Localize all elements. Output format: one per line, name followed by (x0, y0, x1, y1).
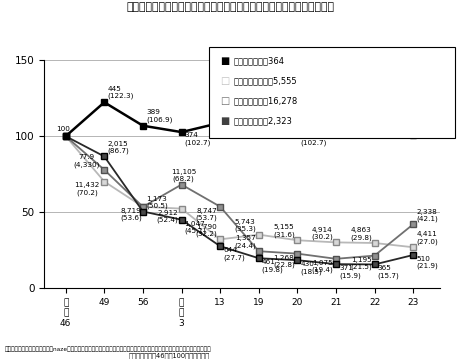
Text: 510
(21.9): 510 (21.9) (415, 256, 437, 270)
Text: 2,015
(86.7): 2,015 (86.7) (107, 141, 129, 154)
Text: 398
(109.3): 398 (109.3) (377, 106, 403, 119)
Text: 77.9
(4,330): 77.9 (4,330) (73, 154, 100, 168)
Text: □: □ (219, 76, 229, 86)
Text: 5,743
(35.3): 5,743 (35.3) (234, 219, 256, 232)
Text: ■: ■ (219, 116, 229, 126)
Text: 1,195
(21.5): 1,195 (21.5) (349, 257, 371, 270)
Text: 644
(27.7): 644 (27.7) (223, 247, 245, 261)
Text: 4,914
(30.2): 4,914 (30.2) (311, 227, 333, 240)
Text: 1,790
(32.2): 1,790 (32.2) (196, 224, 217, 237)
Text: 1,173
(50.5): 1,173 (50.5) (146, 196, 168, 209)
Text: 366
(100.5): 366 (100.5) (415, 119, 442, 132)
Text: 4,863
(29.8): 4,863 (29.8) (349, 227, 371, 241)
Text: 396
(108.8): 396 (108.8) (223, 106, 249, 120)
Text: 374
(102.7): 374 (102.7) (300, 132, 326, 146)
Text: 2,338
(42.1): 2,338 (42.1) (415, 209, 437, 222)
Text: 4,411
(27.0): 4,411 (27.0) (415, 232, 437, 245)
Text: 建設事故死　　2,323: 建設事故死 2,323 (233, 117, 292, 126)
Text: □: □ (219, 96, 229, 106)
Text: 374
(102.7): 374 (102.7) (184, 132, 211, 146)
Text: 1,357
(24.4): 1,357 (24.4) (234, 236, 256, 249)
Text: 397
(109.1): 397 (109.1) (261, 106, 288, 119)
Text: 1,047
(45.1): 1,047 (45.1) (184, 221, 206, 234)
Text: 100: 100 (56, 126, 70, 132)
Text: 農作業事故死　364: 農作業事故死 364 (233, 56, 284, 66)
Text: 他産業労災事故　5,555: 他産業労災事故 5,555 (233, 76, 297, 86)
Text: 371
(15.9): 371 (15.9) (338, 265, 360, 279)
Text: 5,155
(31.6): 5,155 (31.6) (272, 224, 294, 238)
Text: 11,105
(68.2): 11,105 (68.2) (170, 169, 196, 182)
Text: 1,268
(22.8): 1,268 (22.8) (272, 255, 294, 268)
Text: 408
(112.1): 408 (112.1) (338, 101, 364, 115)
Text: 461
(19.8): 461 (19.8) (261, 259, 283, 272)
Text: 交通事故死　　16,278: 交通事故死 16,278 (233, 97, 297, 106)
Text: 389
(106.9): 389 (106.9) (146, 109, 172, 123)
Text: 8,747
(53.7): 8,747 (53.7) (196, 208, 217, 221)
Text: 1,075
(19.4): 1,075 (19.4) (311, 260, 333, 273)
Text: 445
(122.3): 445 (122.3) (107, 86, 134, 99)
Text: 430
(18.5): 430 (18.5) (300, 261, 321, 275)
Text: ■: ■ (219, 56, 229, 66)
Text: 2,912
(52.4): 2,912 (52.4) (157, 210, 178, 223)
Text: 日本農業新聞「農作業事故は「naze」どうして起きるのか」労災予防研究所長・東京農業大学客員教授　農学博士　三浦励真己: 日本農業新聞「農作業事故は「naze」どうして起きるのか」労災予防研究所長・東京… (5, 346, 211, 352)
Text: 365
(15.7): 365 (15.7) (377, 265, 398, 279)
Text: 11,432
(70.2): 11,432 (70.2) (74, 182, 100, 196)
Text: （（）内は昭和46年を100とした指数）: （（）内は昭和46年を100とした指数） (129, 353, 209, 359)
Text: 8,719
(53.6): 8,719 (53.6) (120, 208, 142, 221)
Text: 農作業事故と他産業労働事故死、交通事故死、建設事故死の年次別推移: 農作業事故と他産業労働事故死、交通事故死、建設事故死の年次別推移 (126, 2, 333, 12)
